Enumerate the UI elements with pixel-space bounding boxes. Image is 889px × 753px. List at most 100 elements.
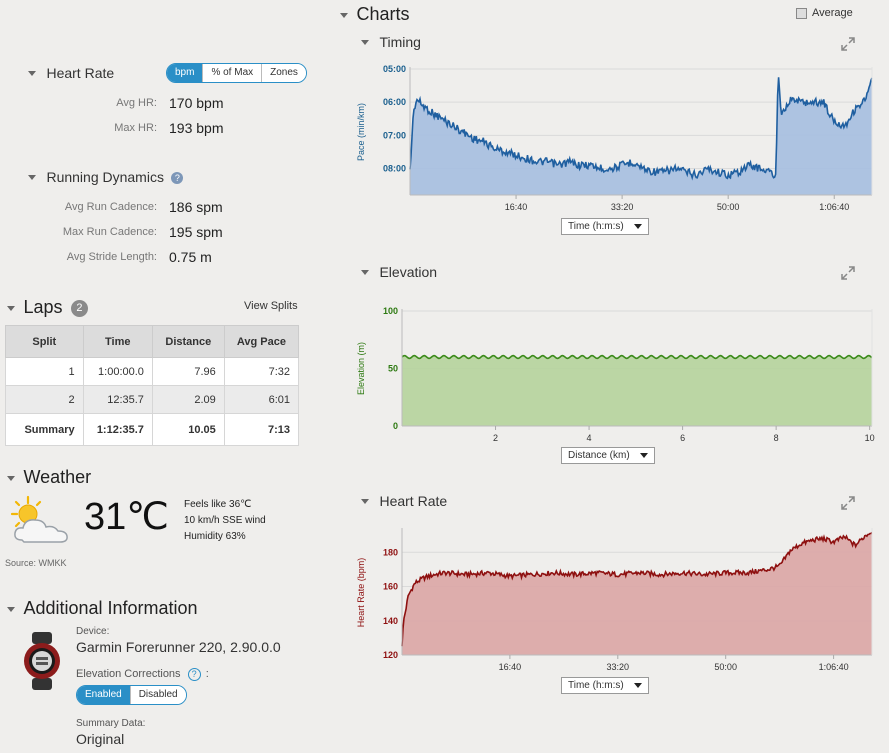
y-tick-label: 100 [383, 306, 398, 316]
y-tick-label: 07:00 [383, 130, 406, 140]
summary-cell: 1:12:35.7 [82, 413, 153, 446]
toggle-bpm[interactable]: bpm [167, 64, 203, 82]
laps-header-avg-pace[interactable]: Avg Pace [223, 325, 300, 358]
series-area [402, 532, 872, 655]
lap-cell: 7:32 [223, 357, 300, 386]
max-hr-label: Max HR: [114, 122, 157, 134]
elevation-corrections-label: Elevation Corrections [76, 668, 181, 680]
y-tick-label: 180 [383, 547, 398, 557]
charts-section-toggle[interactable]: Charts [340, 4, 409, 25]
average-option: Average [796, 7, 853, 19]
collapse-triangle-icon [7, 607, 15, 613]
elevation-x-selector-label: Distance (km) [568, 450, 630, 461]
weather-title: Weather [23, 467, 92, 487]
expand-icon[interactable] [841, 496, 855, 510]
collapse-triangle-icon [361, 40, 369, 46]
elevation-corrections-label-row: Elevation Corrections ? : [76, 668, 209, 681]
lap-cell: 1:00:00.0 [82, 357, 153, 386]
lap-cell: 2.09 [151, 385, 225, 414]
additional-info-section-toggle[interactable]: Additional Information [7, 598, 198, 619]
summary-cell: 10.05 [151, 413, 225, 446]
expand-icon[interactable] [841, 37, 855, 51]
y-axis-label: Heart Rate (bpm) [356, 558, 366, 628]
charts-title: Charts [356, 4, 410, 24]
help-icon[interactable]: ? [171, 172, 184, 184]
table-row[interactable]: 2 12:35.7 2.09 6:01 [5, 385, 300, 414]
help-icon[interactable]: ? [187, 668, 201, 681]
timing-chart[interactable]: 05:00 06:00 07:00 08:00 16:40 33:20 50:00 1:06:… [352, 58, 882, 213]
max-run-cadence-label: Max Run Cadence: [62, 226, 157, 238]
weather-source: Source: WMKK [5, 558, 67, 568]
dropdown-arrow-icon [639, 453, 648, 458]
x-tick-label: 6 [680, 433, 685, 443]
series-line [401, 354, 873, 360]
toggle-zones[interactable]: Zones [261, 64, 306, 82]
elevation-x-axis-selector[interactable]: Distance (km) [561, 447, 655, 464]
watch-icon [24, 632, 60, 690]
heart-rate-section-toggle[interactable]: Heart Rate [28, 65, 114, 83]
elevation-chart[interactable]: 0 50 100 2 4 6 8 10 Elevation (m) [352, 298, 882, 443]
timing-chart-toggle[interactable]: Timing [361, 34, 421, 52]
heart-rate-title: Heart Rate [46, 65, 115, 81]
laps-header-distance[interactable]: Distance [151, 325, 225, 358]
laps-section-toggle[interactable]: Laps 2 [7, 297, 88, 318]
heart-rate-chart[interactable]: 120 140 160 180 16:40 33:20 50:00 1:06:40 Heart … [352, 526, 882, 671]
summary-cell: 7:13 [223, 413, 300, 446]
collapse-triangle-icon [361, 499, 369, 505]
lap-cell: 2 [5, 385, 84, 414]
toggle-percent-max[interactable]: % of Max [202, 64, 262, 82]
toggle-enabled[interactable]: Enabled [77, 686, 130, 704]
collapse-triangle-icon [28, 175, 36, 181]
x-tick-label: 2 [493, 433, 498, 443]
laps-title: Laps [23, 297, 63, 317]
laps-header-split[interactable]: Split [5, 325, 84, 358]
avg-stride-length-value: 0.75 m [169, 249, 212, 265]
x-tick-label: 1:06:40 [819, 202, 849, 212]
average-checkbox[interactable] [796, 7, 807, 19]
collapse-triangle-icon [7, 476, 15, 482]
collapse-triangle-icon [28, 71, 36, 77]
heart-rate-x-axis-selector[interactable]: Time (h:m:s) [561, 677, 649, 694]
elevation-chart-toggle[interactable]: Elevation [361, 264, 437, 282]
timing-x-axis-selector[interactable]: Time (h:m:s) [561, 218, 649, 235]
x-tick-label: 50:00 [714, 662, 737, 671]
y-tick-label: 08:00 [383, 163, 406, 173]
timing-x-selector-label: Time (h:m:s) [568, 221, 624, 232]
summary-data-value: Original [76, 731, 125, 747]
x-tick-label: 33:20 [611, 202, 634, 212]
collapse-triangle-icon [7, 306, 15, 312]
heart-rate-chart-toggle[interactable]: Heart Rate [361, 493, 447, 511]
x-tick-label: 50:00 [717, 202, 740, 212]
summary-data-label: Summary Data: [76, 718, 146, 729]
weather-humidity: Humidity 63% [184, 531, 246, 542]
timing-chart-title: Timing [379, 34, 421, 50]
lap-cell: 6:01 [223, 385, 300, 414]
laps-header-time[interactable]: Time [82, 325, 153, 358]
x-tick-label: 8 [774, 433, 779, 443]
table-row[interactable]: 1 1:00:00.0 7.96 7:32 [5, 357, 300, 386]
collapse-triangle-icon [361, 270, 369, 276]
lap-cell: 7.96 [151, 357, 225, 386]
weather-wind: 10 km/h SSE wind [184, 515, 266, 526]
y-tick-label: 06:00 [383, 97, 406, 107]
series-line [401, 531, 873, 647]
max-run-cadence-value: 195 spm [169, 224, 223, 240]
partly-cloudy-icon [10, 495, 68, 543]
laps-table: Split Time Distance Avg Pace 1 1:00:00.0… [5, 325, 300, 446]
y-tick-label: 50 [388, 364, 398, 374]
toggle-disabled[interactable]: Disabled [129, 686, 186, 704]
heart-rate-chart-title: Heart Rate [379, 493, 448, 509]
y-tick-label: 0 [393, 421, 398, 431]
laps-count-badge: 2 [70, 300, 88, 317]
avg-run-cadence-label: Avg Run Cadence: [64, 201, 157, 213]
running-dynamics-title: Running Dynamics [46, 169, 164, 185]
x-tick-label: 10 [865, 433, 875, 443]
avg-run-cadence-value: 186 spm [169, 199, 223, 215]
view-splits-link[interactable]: View Splits [244, 300, 298, 312]
weather-section-toggle[interactable]: Weather [7, 467, 91, 488]
running-dynamics-section-toggle[interactable]: Running Dynamics ? [28, 169, 184, 187]
avg-hr-value: 170 bpm [169, 95, 224, 111]
max-hr-value: 193 bpm [169, 120, 224, 136]
additional-info-title: Additional Information [23, 598, 198, 618]
expand-icon[interactable] [841, 266, 855, 280]
